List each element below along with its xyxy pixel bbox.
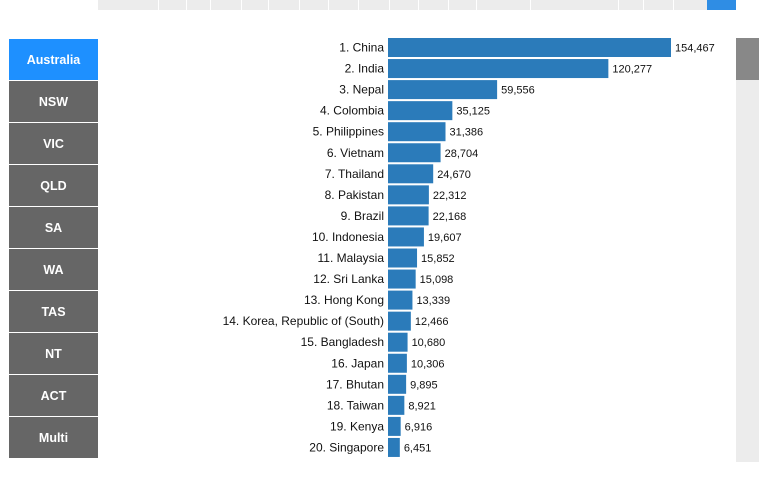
category-label: 7. Thailand bbox=[325, 167, 384, 181]
bar[interactable] bbox=[388, 143, 441, 163]
bar[interactable] bbox=[388, 38, 671, 57]
bar[interactable] bbox=[388, 332, 408, 352]
category-label: 10. Indonesia bbox=[312, 230, 384, 244]
value-label: 28,704 bbox=[445, 148, 479, 160]
region-button-act[interactable]: ACT bbox=[9, 375, 98, 416]
region-button-sa[interactable]: SA bbox=[9, 207, 98, 248]
bar[interactable] bbox=[388, 164, 434, 184]
region-button-australia[interactable]: Australia bbox=[9, 39, 98, 80]
bar[interactable] bbox=[388, 269, 416, 289]
category-label: 5. Philippines bbox=[313, 125, 384, 139]
category-label: 3. Nepal bbox=[339, 83, 384, 97]
bar[interactable] bbox=[388, 227, 424, 247]
vertical-scrollbar-thumb[interactable] bbox=[736, 38, 759, 80]
value-label: 15,852 bbox=[421, 253, 455, 265]
bar[interactable] bbox=[388, 311, 411, 331]
category-label: 18. Taiwan bbox=[327, 398, 384, 412]
value-label: 8,921 bbox=[408, 400, 436, 412]
category-label: 4. Colombia bbox=[320, 104, 384, 118]
horizontal-scrollbar[interactable] bbox=[98, 0, 736, 10]
bar[interactable] bbox=[388, 80, 498, 100]
category-label: 16. Japan bbox=[331, 356, 384, 370]
bar[interactable] bbox=[388, 122, 446, 142]
bar[interactable] bbox=[388, 185, 429, 205]
category-label: 20. Singapore bbox=[309, 440, 384, 454]
category-label: 17. Bhutan bbox=[326, 377, 384, 391]
value-label: 13,339 bbox=[416, 295, 450, 307]
value-label: 10,680 bbox=[412, 337, 446, 349]
category-label: 1. China bbox=[339, 41, 384, 55]
bar[interactable] bbox=[388, 395, 405, 415]
horizontal-scrollbar-thumb[interactable] bbox=[707, 0, 736, 10]
value-label: 22,168 bbox=[433, 211, 467, 223]
value-label: 6,451 bbox=[404, 442, 432, 454]
bar[interactable] bbox=[388, 248, 418, 268]
value-label: 31,386 bbox=[450, 127, 484, 139]
value-label: 15,098 bbox=[420, 274, 454, 286]
category-label: 12. Sri Lanka bbox=[313, 272, 384, 286]
value-label: 10,306 bbox=[411, 358, 445, 370]
value-label: 12,466 bbox=[415, 316, 449, 328]
value-label: 35,125 bbox=[456, 106, 490, 118]
bar[interactable] bbox=[388, 437, 400, 457]
region-button-qld[interactable]: QLD bbox=[9, 165, 98, 206]
value-label: 59,556 bbox=[501, 85, 535, 97]
value-label: 19,607 bbox=[428, 232, 462, 244]
category-label: 19. Kenya bbox=[330, 419, 384, 433]
category-label: 6. Vietnam bbox=[327, 146, 384, 160]
bar-chart: 1. China 154,467 2. India 120,277 3. Nepal 59… bbox=[223, 38, 715, 457]
bar[interactable] bbox=[388, 101, 453, 121]
vertical-scrollbar[interactable] bbox=[736, 38, 759, 462]
region-button-nt[interactable]: NT bbox=[9, 333, 98, 374]
bar[interactable] bbox=[388, 290, 413, 310]
category-label: 8. Pakistan bbox=[325, 188, 384, 202]
region-nav: Australia NSW VIC QLD SA WA TAS NT ACT Multi bbox=[9, 39, 98, 459]
category-label: 9. Brazil bbox=[341, 209, 384, 223]
category-label: 2. India bbox=[345, 62, 385, 76]
bar[interactable] bbox=[388, 374, 407, 394]
category-label: 15. Bangladesh bbox=[301, 335, 384, 349]
value-label: 154,467 bbox=[675, 43, 715, 55]
category-label: 13. Hong Kong bbox=[304, 293, 384, 307]
value-label: 9,895 bbox=[410, 379, 438, 391]
region-button-vic[interactable]: VIC bbox=[9, 123, 98, 164]
value-label: 120,277 bbox=[612, 64, 652, 76]
bar[interactable] bbox=[388, 206, 429, 226]
region-button-wa[interactable]: WA bbox=[9, 249, 98, 290]
value-label: 6,916 bbox=[405, 421, 433, 433]
category-label: 14. Korea, Republic of (South) bbox=[223, 314, 384, 328]
region-button-multi[interactable]: Multi bbox=[9, 417, 98, 458]
category-label: 11. Malaysia bbox=[318, 251, 385, 265]
bar[interactable] bbox=[388, 59, 609, 79]
value-label: 22,312 bbox=[433, 190, 467, 202]
bar[interactable] bbox=[388, 353, 407, 373]
value-label: 24,670 bbox=[437, 169, 471, 181]
region-button-tas[interactable]: TAS bbox=[9, 291, 98, 332]
region-button-nsw[interactable]: NSW bbox=[9, 81, 98, 122]
bar[interactable] bbox=[388, 416, 401, 436]
